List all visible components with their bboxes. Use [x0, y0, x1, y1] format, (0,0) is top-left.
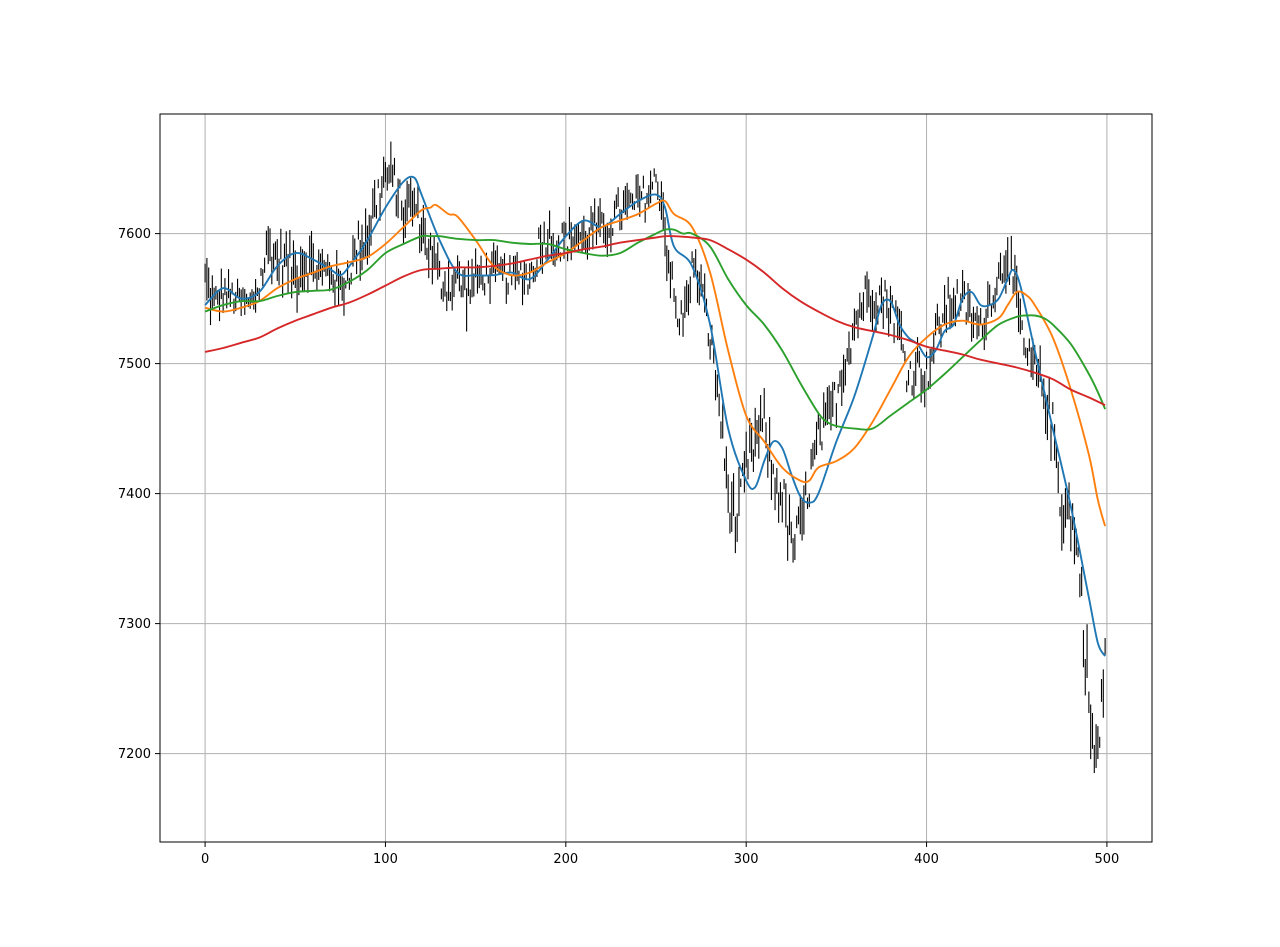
y-tick-label: 7400	[118, 487, 151, 502]
x-tick-label: 400	[914, 852, 939, 867]
y-tick-label: 7500	[118, 357, 151, 372]
plot-frame	[159, 113, 1153, 843]
y-tick-label: 7600	[118, 227, 151, 242]
y-axis-ticks: 7200 7300 7400 7500 7600	[118, 227, 160, 762]
x-tick-label: 100	[373, 852, 398, 867]
x-tick-label: 500	[1094, 852, 1119, 867]
x-tick-label: 300	[734, 852, 759, 867]
price-bars	[204, 141, 1106, 774]
x-tick-label: 0	[201, 852, 209, 867]
moving-average-line	[204, 228, 1106, 431]
x-tick-label: 200	[553, 852, 578, 867]
moving-average-line	[204, 175, 1106, 657]
x-axis-ticks: 0 100 200 300 400 500	[201, 842, 1119, 867]
moving-average-line	[204, 235, 1106, 407]
moving-average-lines	[204, 175, 1107, 657]
y-tick-label: 7300	[118, 617, 151, 632]
moving-average-line	[204, 199, 1107, 527]
y-tick-label: 7200	[118, 747, 151, 762]
